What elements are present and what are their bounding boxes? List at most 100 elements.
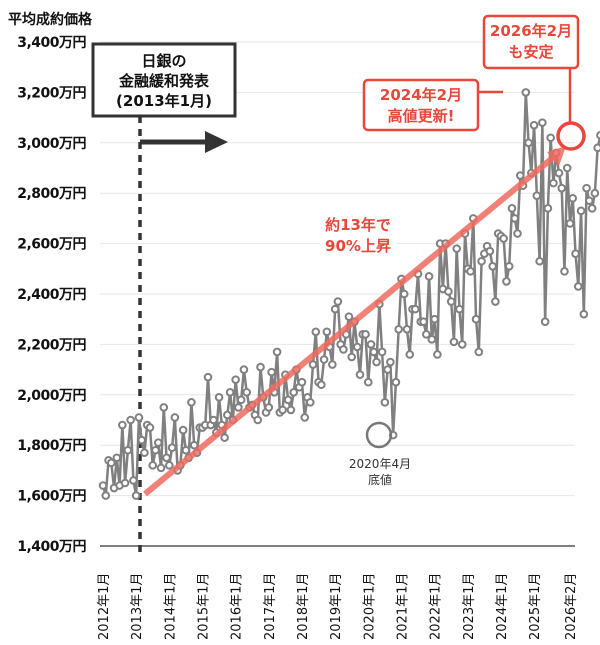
data-point (308, 360, 318, 369)
data-point (488, 261, 497, 271)
bottom-highlight-circle (365, 421, 393, 449)
data-point (145, 423, 155, 432)
y-tick-label: 2,400万円 (17, 287, 86, 303)
y-tick-label: 2,000万円 (17, 388, 86, 404)
data-point (562, 163, 572, 173)
data-point (538, 118, 547, 127)
x-tick-label: 2019年1月 (329, 573, 344, 640)
data-point (123, 445, 133, 455)
data-point (167, 443, 177, 453)
y-tick-label: 2,800万円 (17, 186, 86, 202)
data-point (267, 367, 276, 377)
y-tick-label: 1,400万円 (17, 539, 86, 555)
data-point (369, 347, 379, 357)
x-axis-ticks: 2012年1月 2013年1月 2014年1月 2015年1月 2016年1月 2017年… (97, 573, 579, 640)
data-point (590, 188, 600, 198)
data-point (112, 453, 122, 463)
data-point (272, 347, 282, 357)
data-point (98, 481, 108, 490)
data-point (286, 405, 296, 415)
data-point (540, 317, 550, 327)
x-tick-label: 2026年2月 (564, 573, 579, 640)
bottom-label-line1: 2020年4月 (349, 457, 411, 471)
data-point (466, 267, 475, 276)
data-point (319, 355, 329, 364)
data-point (386, 357, 395, 367)
boj-label-line3: (2013年1月) (116, 92, 212, 110)
data-point (499, 234, 508, 243)
data-point (220, 433, 229, 442)
data-point (513, 229, 522, 238)
y-tick-label: 3,200万円 (17, 85, 86, 101)
data-point (264, 403, 274, 412)
data-point (156, 463, 166, 473)
data-point (405, 350, 415, 359)
data-point (187, 398, 196, 407)
data-point (330, 304, 340, 314)
latest-callout: 2026年2月 も安定 (482, 14, 586, 151)
data-point (165, 461, 174, 470)
data-point (189, 440, 199, 450)
data-point (394, 324, 403, 334)
data-point (582, 183, 591, 193)
data-point (101, 491, 111, 500)
trend-label-bg (320, 212, 396, 258)
data-point (585, 196, 594, 206)
data-point (455, 304, 464, 314)
data-point (568, 193, 578, 203)
data-point (380, 398, 390, 407)
x-tick-label: 2025年1月 (528, 573, 543, 640)
data-point (593, 143, 600, 153)
data-point (300, 413, 310, 422)
data-point (322, 327, 332, 337)
trend-arrow (143, 146, 566, 497)
data-point (491, 297, 500, 306)
peak-callout: 2024年2月 高値更新! (362, 78, 503, 132)
data-point (377, 347, 387, 357)
data-point (576, 206, 586, 216)
data-point (596, 130, 600, 140)
chart-title: 平均成約価格 (8, 11, 93, 28)
data-point (549, 178, 558, 188)
y-tick-label: 1,800万円 (17, 438, 86, 454)
data-point (507, 204, 517, 213)
y-tick-label: 3,000万円 (17, 136, 86, 152)
data-point (355, 370, 365, 379)
data-point (131, 491, 141, 500)
data-point (366, 340, 376, 349)
data-point (485, 246, 495, 256)
data-point (524, 138, 533, 148)
x-tick-label: 2015年1月 (196, 573, 211, 640)
data-point (159, 403, 169, 412)
data-point (256, 362, 265, 372)
data-point (573, 282, 583, 291)
data-point (153, 438, 163, 447)
data-point (565, 219, 575, 228)
data-point (134, 413, 144, 422)
data-point (344, 312, 354, 321)
data-point (535, 256, 544, 266)
data-point (223, 410, 232, 420)
data-point (311, 327, 321, 337)
data-point (278, 405, 287, 415)
peak-label-line2: 高値更新! (388, 107, 455, 125)
boj-label-line1: 日銀の (141, 52, 186, 70)
data-point (162, 453, 171, 463)
data-point (543, 204, 553, 213)
data-point (446, 297, 456, 306)
x-tick-label: 2022年1月 (429, 573, 444, 640)
boj-label-line2: 金融緩和発表 (118, 72, 210, 90)
data-point (427, 335, 437, 344)
data-point (474, 347, 484, 357)
x-tick-label: 2017年1月 (263, 573, 278, 640)
latest-highlight-circle (556, 121, 586, 151)
trend-label-line1: 約13年で (325, 216, 391, 234)
data-point (283, 395, 293, 405)
data-point (225, 387, 235, 397)
data-point (433, 350, 442, 359)
peak-label-line1: 2024年2月 (380, 86, 462, 104)
data-point (236, 395, 246, 405)
data-point (587, 204, 597, 213)
data-point (242, 387, 251, 397)
data-point (444, 287, 453, 296)
